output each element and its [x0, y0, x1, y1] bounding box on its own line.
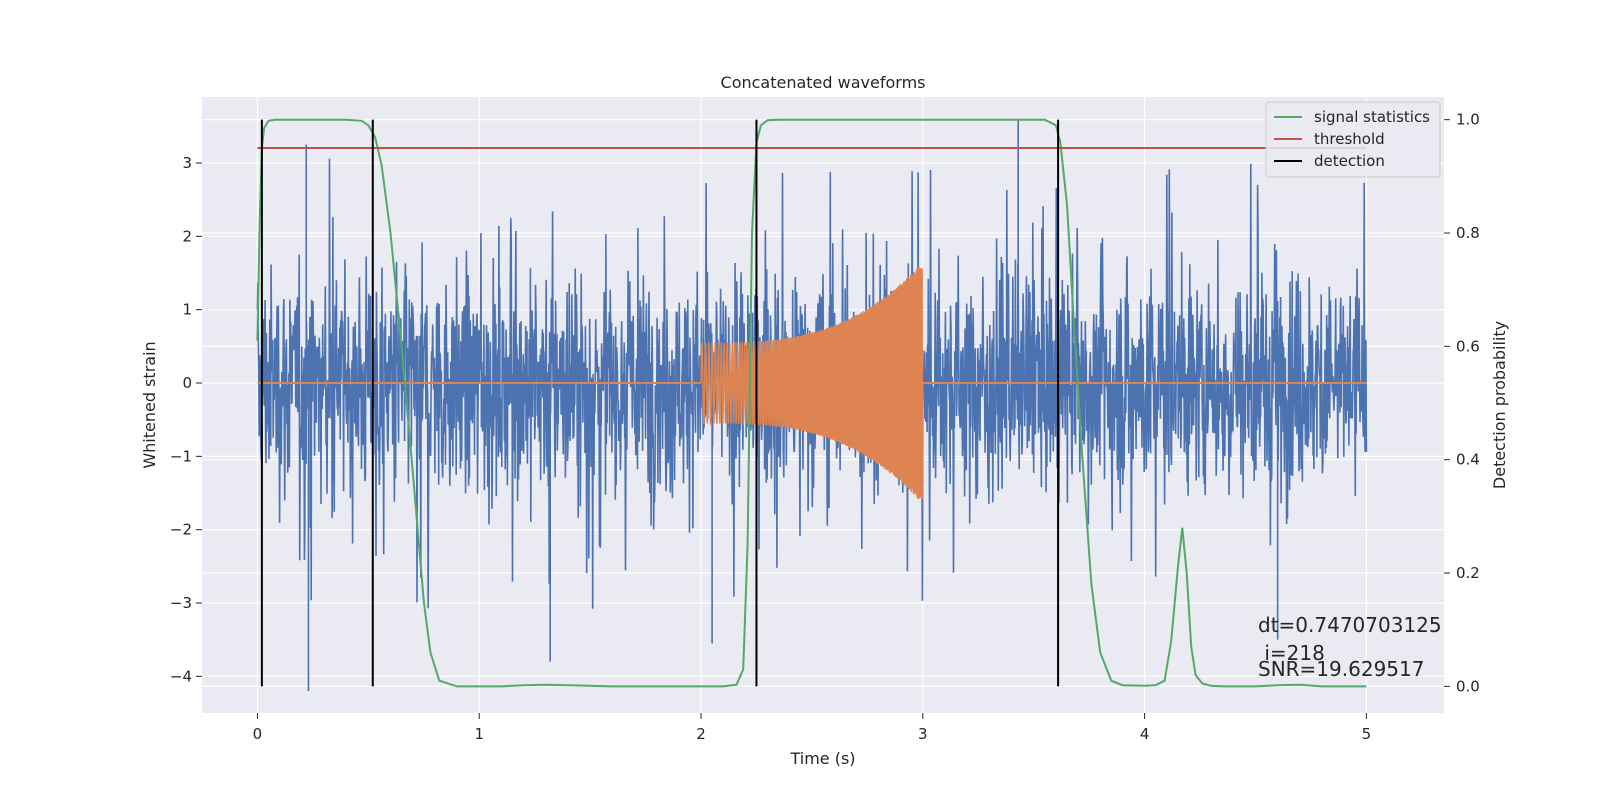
noise-line: [256, 158, 1368, 609]
y-tick-label: −1: [170, 447, 192, 465]
y-tick-label: −2: [170, 521, 192, 539]
x-tick-label: 0: [253, 725, 263, 743]
y-right-tick-label: 0.2: [1456, 564, 1480, 582]
annotations: dt=0.7470703125 i=218 SNR=19.629517: [1258, 613, 1442, 681]
x-tick-label: 4: [1140, 725, 1150, 743]
legend-label: threshold: [1314, 130, 1385, 148]
x-tick-label: 5: [1362, 725, 1372, 743]
y-tick-label: 0: [182, 374, 192, 392]
signal-statistics-layer: [256, 118, 1367, 688]
signal-statistics-line: [256, 118, 1367, 688]
axes-layer: 0 1 2 3 4 5 3 2 1 0 −1 −2 −3 −4 1.0 0.8 0.6 0.4 0.2 0.0: [170, 111, 1480, 743]
legend: signal statistics threshold detection: [1265, 101, 1441, 178]
legend-label: signal statistics: [1314, 108, 1430, 126]
y-right-tick-label: 0.4: [1456, 451, 1480, 469]
legend-box: [1265, 101, 1441, 178]
x-tick-label: 2: [696, 725, 706, 743]
chirp-line: [700, 267, 924, 500]
y-tick-label: 1: [182, 301, 192, 319]
x-tick-label: 1: [474, 725, 484, 743]
y-tick-label: 3: [182, 154, 192, 172]
y-right-tick-label: 1.0: [1456, 111, 1480, 129]
detection-layer: [260, 119, 1060, 687]
annotation-dt: dt=0.7470703125: [1258, 613, 1442, 637]
y-axis-label: Whitened strain: [140, 341, 159, 468]
annotation-snr: SNR=19.629517: [1258, 657, 1424, 681]
y-right-tick-label: 0.0: [1456, 677, 1480, 695]
y-right-tick-label: 0.6: [1456, 337, 1480, 355]
x-tick-label: 3: [918, 725, 928, 743]
y-axis-right-label: Detection probability: [1490, 321, 1509, 489]
y-right-tick-label: 0.8: [1456, 224, 1480, 242]
chart-title: Concatenated waveforms: [721, 73, 926, 92]
legend-label: detection: [1314, 152, 1385, 170]
y-tick-label: −3: [170, 594, 192, 612]
annotation-i: i=218: [1258, 641, 1325, 665]
x-axis-label: Time (s): [789, 749, 855, 768]
y-tick-label: −4: [170, 667, 192, 685]
noise-series: [256, 119, 1368, 691]
y-tick-label: 2: [182, 227, 192, 245]
chirp-series: [257, 267, 1367, 500]
